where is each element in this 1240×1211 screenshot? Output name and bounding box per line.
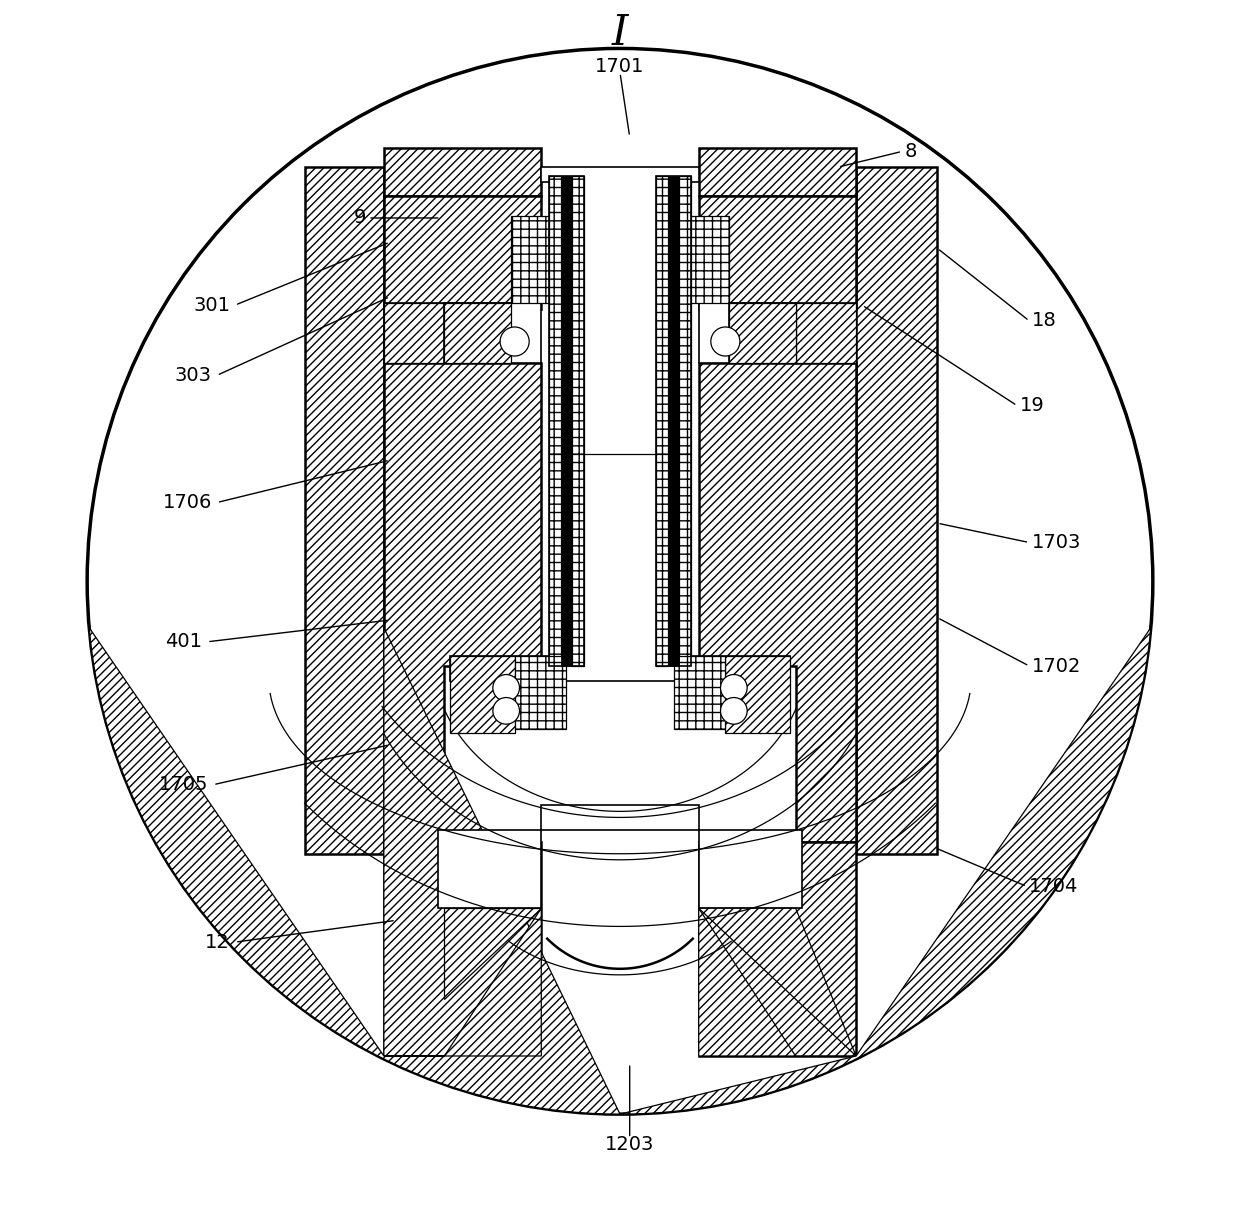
Circle shape (87, 48, 1153, 1114)
Bar (450, 656, 790, 681)
Circle shape (711, 327, 740, 356)
Circle shape (492, 698, 520, 724)
Circle shape (500, 327, 529, 356)
Text: 1203: 1203 (605, 1135, 655, 1154)
Polygon shape (384, 303, 444, 363)
Text: 1703: 1703 (1032, 533, 1081, 552)
Polygon shape (384, 842, 542, 1056)
Bar (511, 216, 559, 303)
Bar (560, 176, 572, 666)
Bar (668, 176, 680, 666)
Polygon shape (698, 148, 856, 196)
Bar (584, 176, 656, 666)
Text: 8: 8 (905, 142, 916, 161)
Polygon shape (698, 196, 856, 309)
Polygon shape (450, 656, 515, 733)
Polygon shape (796, 303, 856, 363)
Bar (548, 176, 560, 666)
Polygon shape (729, 303, 796, 363)
Polygon shape (444, 908, 542, 999)
Polygon shape (725, 656, 790, 733)
Polygon shape (620, 627, 1151, 1114)
Bar (729, 303, 796, 363)
Bar (384, 303, 542, 363)
Polygon shape (384, 196, 542, 309)
Circle shape (492, 675, 520, 701)
Polygon shape (698, 908, 796, 1056)
Polygon shape (856, 167, 937, 854)
Circle shape (720, 675, 748, 701)
Text: 19: 19 (1019, 396, 1044, 415)
Bar (572, 176, 584, 666)
Text: 1704: 1704 (1029, 877, 1079, 896)
Text: I: I (611, 12, 629, 54)
Polygon shape (698, 908, 856, 1056)
Text: 1706: 1706 (162, 493, 212, 512)
Polygon shape (698, 842, 856, 1056)
Bar (439, 830, 542, 908)
Bar (698, 830, 801, 908)
Bar (656, 176, 668, 666)
Bar (548, 176, 584, 666)
Bar (675, 656, 725, 729)
Polygon shape (698, 363, 856, 842)
Text: 18: 18 (1032, 311, 1056, 331)
Bar (542, 167, 698, 182)
Bar (698, 303, 856, 363)
Text: 12: 12 (206, 932, 231, 952)
Text: 9: 9 (353, 208, 366, 228)
Polygon shape (384, 363, 542, 842)
Circle shape (720, 698, 748, 724)
Text: 1705: 1705 (159, 775, 208, 794)
Bar (542, 805, 698, 830)
Bar (656, 176, 692, 666)
Polygon shape (444, 303, 511, 363)
Bar (680, 176, 692, 666)
Text: 401: 401 (165, 632, 202, 652)
Text: 1701: 1701 (595, 57, 645, 76)
Bar (681, 216, 729, 303)
Polygon shape (384, 908, 542, 1056)
Text: 1702: 1702 (1032, 656, 1081, 676)
Polygon shape (305, 167, 384, 854)
Text: 301: 301 (193, 295, 231, 315)
Polygon shape (89, 627, 620, 1114)
Bar (515, 656, 565, 729)
Bar (444, 303, 511, 363)
Text: 303: 303 (175, 366, 212, 385)
Polygon shape (384, 148, 542, 196)
